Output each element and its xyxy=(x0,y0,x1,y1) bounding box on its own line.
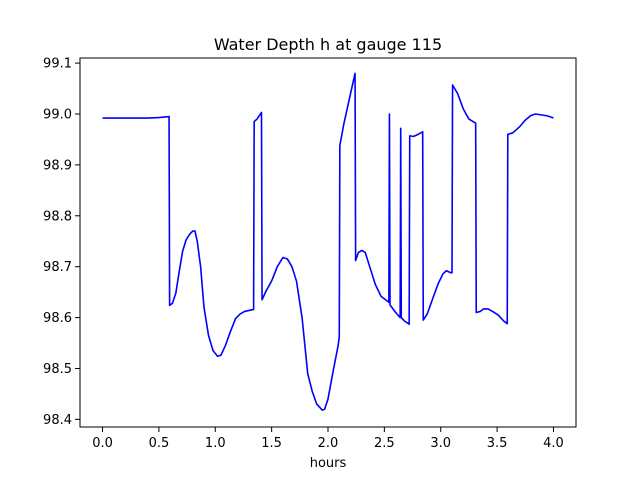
y-tick-label: 98.4 xyxy=(43,413,72,428)
y-tick-label: 99.0 xyxy=(43,107,72,122)
y-tick-label: 98.8 xyxy=(43,209,72,224)
y-tick-label: 98.5 xyxy=(43,362,72,377)
x-tick-label: 1.5 xyxy=(261,436,282,451)
x-tick-label: 0.5 xyxy=(149,436,170,451)
x-axis-label: hours xyxy=(310,456,347,471)
y-tick-label: 98.7 xyxy=(43,260,72,275)
x-tick-label: 2.0 xyxy=(318,436,339,451)
series-line-0 xyxy=(102,72,554,411)
x-tick-label: 1.0 xyxy=(205,436,226,451)
plot-line-layer xyxy=(102,72,554,411)
x-tick-label: 3.0 xyxy=(430,436,451,451)
x-tick-label: 0.0 xyxy=(92,436,113,451)
x-tick-label: 3.5 xyxy=(487,436,508,451)
x-tick-label: 2.5 xyxy=(374,436,395,451)
y-tick-label: 98.9 xyxy=(43,158,72,173)
x-tick-label: 4.0 xyxy=(543,436,564,451)
x-axis: 0.0 0.5 1.0 1.5 2.0 2.5 3.0 3.5 4.0 xyxy=(92,427,564,451)
y-tick-label: 98.6 xyxy=(43,311,72,326)
y-tick-label: 99.1 xyxy=(43,57,72,72)
chart-title: Water Depth h at gauge 115 xyxy=(214,35,442,54)
y-axis: 98.4 98.5 98.6 98.7 98.8 98.9 99.0 99.1 xyxy=(43,57,80,428)
